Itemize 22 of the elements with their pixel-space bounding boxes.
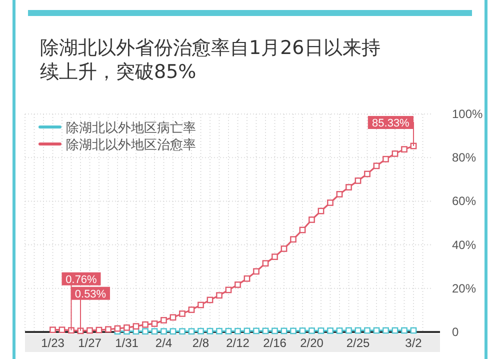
data-label: 85.33%: [372, 117, 410, 130]
x-tick-label: 2/4: [155, 336, 172, 350]
x-tick-label: 2/12: [226, 336, 250, 350]
x-tick-label: 2/20: [300, 336, 324, 350]
legend-label: 除湖北以外地区治愈率: [66, 137, 196, 153]
y-tick-label: 100%: [452, 107, 484, 121]
legend-label: 除湖北以外地区病亡率: [66, 120, 196, 136]
data-label: 0.76%: [66, 274, 98, 286]
x-tick-label: 1/31: [115, 336, 139, 350]
y-tick-label: 0: [452, 325, 459, 339]
x-tick-label: 2/16: [263, 336, 287, 350]
data-label: 0.53%: [74, 288, 106, 300]
x-tick-label: 1/27: [78, 336, 102, 350]
y-tick-label: 60%: [452, 194, 476, 208]
y-tick-label: 80%: [452, 150, 476, 165]
x-tick-label: 2/25: [346, 336, 370, 350]
x-tick-label: 1/23: [41, 336, 65, 350]
y-tick-label: 40%: [452, 238, 476, 252]
y-tick-label: 20%: [452, 281, 476, 296]
x-tick-label: 2/8: [192, 336, 210, 350]
chart-title: 除湖北以外省份治愈率自1月26日以来持续上升，突破85%: [40, 37, 380, 83]
x-tick-label: 3/2: [405, 336, 422, 350]
